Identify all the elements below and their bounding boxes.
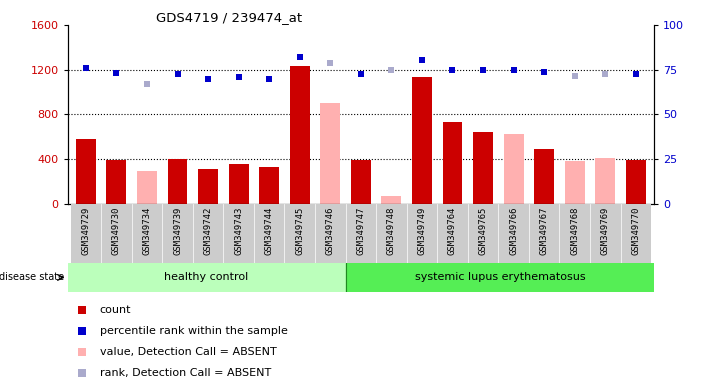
Bar <box>162 204 193 263</box>
Text: GSM349768: GSM349768 <box>570 207 579 255</box>
Text: rank, Detection Call = ABSENT: rank, Detection Call = ABSENT <box>100 368 271 379</box>
Bar <box>101 204 132 263</box>
Bar <box>321 103 340 204</box>
Bar <box>260 167 279 204</box>
Bar <box>621 204 651 263</box>
Bar <box>503 134 523 204</box>
Bar <box>407 204 437 263</box>
Bar <box>193 204 223 263</box>
Text: GSM349745: GSM349745 <box>295 207 304 255</box>
Text: GSM349770: GSM349770 <box>631 207 641 255</box>
Bar <box>498 204 529 263</box>
Bar <box>223 204 254 263</box>
Bar <box>351 160 370 204</box>
Text: GSM349769: GSM349769 <box>601 207 610 255</box>
Bar <box>198 169 218 204</box>
Bar <box>254 204 284 263</box>
Bar <box>168 159 188 204</box>
Text: value, Detection Call = ABSENT: value, Detection Call = ABSENT <box>100 347 277 358</box>
Bar <box>590 204 621 263</box>
Bar <box>137 171 157 204</box>
Text: GSM349746: GSM349746 <box>326 207 335 255</box>
Text: GSM349749: GSM349749 <box>417 207 427 255</box>
Bar <box>437 204 468 263</box>
Text: GSM349739: GSM349739 <box>173 207 182 255</box>
Text: count: count <box>100 305 132 315</box>
Bar <box>346 204 376 263</box>
Bar <box>382 196 401 204</box>
Text: GSM349766: GSM349766 <box>509 207 518 255</box>
Text: GSM349743: GSM349743 <box>234 207 243 255</box>
Bar <box>229 164 249 204</box>
Bar <box>560 204 590 263</box>
Text: GSM349748: GSM349748 <box>387 207 396 255</box>
Text: GSM349767: GSM349767 <box>540 207 549 255</box>
Bar <box>70 204 101 263</box>
Bar <box>132 204 162 263</box>
Bar <box>626 160 646 204</box>
Bar <box>290 66 310 204</box>
Bar <box>442 122 462 204</box>
Bar <box>376 204 407 263</box>
Text: GDS4719 / 239474_at: GDS4719 / 239474_at <box>156 11 301 24</box>
Bar <box>76 139 96 204</box>
Bar <box>68 263 346 292</box>
Bar <box>529 204 560 263</box>
Text: GSM349747: GSM349747 <box>356 207 365 255</box>
Text: percentile rank within the sample: percentile rank within the sample <box>100 326 288 336</box>
Bar <box>412 78 432 204</box>
Text: GSM349730: GSM349730 <box>112 207 121 255</box>
Bar <box>346 263 654 292</box>
Bar <box>503 134 523 204</box>
Bar <box>315 204 346 263</box>
Bar <box>534 149 554 204</box>
Text: GSM349764: GSM349764 <box>448 207 457 255</box>
Text: GSM349765: GSM349765 <box>479 207 488 255</box>
Text: GSM349742: GSM349742 <box>203 207 213 255</box>
Text: disease state: disease state <box>0 272 64 283</box>
Text: GSM349744: GSM349744 <box>264 207 274 255</box>
Bar <box>595 158 615 204</box>
Bar <box>473 132 493 204</box>
Bar <box>468 204 498 263</box>
Bar <box>565 161 584 204</box>
Bar <box>284 204 315 263</box>
Text: GSM349729: GSM349729 <box>81 207 90 255</box>
Bar <box>107 160 127 204</box>
Text: healthy control: healthy control <box>164 272 249 283</box>
Text: GSM349734: GSM349734 <box>142 207 151 255</box>
Text: systemic lupus erythematosus: systemic lupus erythematosus <box>415 272 585 283</box>
